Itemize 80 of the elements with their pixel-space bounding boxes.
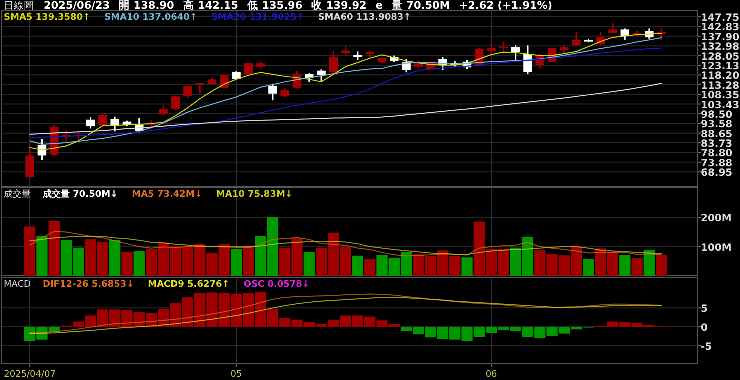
annotation: 低 135.96 bbox=[246, 0, 303, 12]
chart-title: 成交量 bbox=[4, 189, 31, 200]
line-series bbox=[30, 83, 662, 135]
candlestick bbox=[98, 113, 108, 127]
candlestick bbox=[244, 62, 254, 76]
candlestick bbox=[26, 147, 34, 179]
candlestick bbox=[402, 58, 411, 74]
legend: DIF12-26 5.6853↓ MACD9 5.6276↑ OSC 0.0578↓ bbox=[42, 280, 310, 290]
annotation: e bbox=[376, 0, 383, 12]
candlestick bbox=[184, 85, 192, 99]
y-tick-label: 108.35 bbox=[701, 90, 740, 102]
candlestick bbox=[329, 50, 338, 74]
candlestick bbox=[414, 59, 424, 70]
bar bbox=[24, 226, 36, 276]
candlestick bbox=[86, 116, 96, 130]
x-tick-label: 2025/04/07 bbox=[4, 370, 56, 380]
bar bbox=[620, 255, 631, 276]
y-tick-label: 123.13 bbox=[701, 61, 740, 72]
candlestick bbox=[524, 44, 532, 76]
bar bbox=[122, 252, 133, 276]
candlestick bbox=[499, 40, 508, 54]
candlestick bbox=[511, 44, 520, 62]
annotation: 高 142.15 bbox=[183, 0, 238, 12]
candlestick bbox=[487, 42, 496, 56]
bar bbox=[230, 249, 242, 276]
y-tick-label: 142.83 bbox=[701, 22, 740, 34]
bar bbox=[364, 259, 376, 276]
bar bbox=[352, 256, 364, 276]
candlestick bbox=[341, 44, 350, 58]
line-series bbox=[30, 48, 662, 138]
y-tick-label: 73.88 bbox=[701, 158, 733, 170]
annotation: 2025/06/23 bbox=[44, 0, 110, 12]
y-tick-label: 5 bbox=[701, 304, 708, 316]
candlestick bbox=[280, 87, 290, 98]
annotation: 收 139.92 bbox=[312, 0, 367, 12]
y-tick-label: 93.58 bbox=[701, 120, 733, 131]
y-tick-label: 88.65 bbox=[701, 129, 733, 140]
bar bbox=[656, 255, 668, 276]
line-series bbox=[30, 231, 662, 257]
y-tick-label: 118.20 bbox=[701, 71, 740, 82]
candlestick bbox=[572, 32, 581, 48]
y-tick-label: 103.43 bbox=[701, 100, 740, 112]
candlestick bbox=[317, 68, 326, 83]
candlestick bbox=[196, 82, 204, 95]
bar bbox=[462, 258, 473, 276]
y-tick-label: 113.28 bbox=[701, 80, 740, 92]
candlestick bbox=[171, 94, 180, 111]
annotation: +2.62 (+1.91%) bbox=[459, 0, 553, 12]
y-tick-label: 98.50 bbox=[701, 110, 733, 121]
legend: SMA5 139.3580↑ SMA10 137.0640↑ SMA20 131.9025↑ SMA60 113.9083↑ bbox=[4, 13, 412, 23]
legend: 成交量 70.50M↓ MA5 73.42M↓ MA10 75.83M↓ bbox=[43, 190, 293, 200]
bar bbox=[583, 259, 594, 276]
annotation: 量 70.50M bbox=[391, 0, 450, 12]
bar bbox=[134, 252, 145, 276]
y-tick-label: 83.73 bbox=[701, 139, 733, 150]
bar bbox=[304, 252, 315, 276]
candlestick bbox=[159, 104, 168, 117]
y-tick-label: 128.05 bbox=[701, 52, 740, 63]
y-tick-label: -5 bbox=[701, 342, 712, 353]
y-tick-label: 132.98 bbox=[701, 42, 740, 54]
bar bbox=[243, 246, 254, 276]
y-tick-label: 200M bbox=[701, 214, 732, 225]
line-series bbox=[30, 236, 662, 256]
y-tick-label: 147.75 bbox=[701, 13, 740, 24]
bar bbox=[110, 240, 121, 276]
chart-title: MACD bbox=[4, 280, 32, 290]
y-tick-label: 78.80 bbox=[701, 148, 733, 160]
bar bbox=[632, 258, 643, 276]
annotation: 開 138.90 bbox=[119, 0, 174, 12]
x-tick-label: 06 bbox=[486, 370, 498, 380]
bar bbox=[48, 221, 60, 276]
x-tick-label: 05 bbox=[230, 370, 242, 380]
y-tick-label: 68.95 bbox=[701, 168, 733, 180]
candlestick bbox=[268, 83, 278, 102]
y-tick-label: 100M bbox=[701, 242, 732, 254]
chart-title: 日線圖 bbox=[4, 1, 34, 12]
y-tick-label: 0 bbox=[701, 323, 708, 334]
bar bbox=[36, 236, 48, 276]
y-tick-label: 137.90 bbox=[701, 32, 740, 44]
bar bbox=[644, 250, 655, 276]
